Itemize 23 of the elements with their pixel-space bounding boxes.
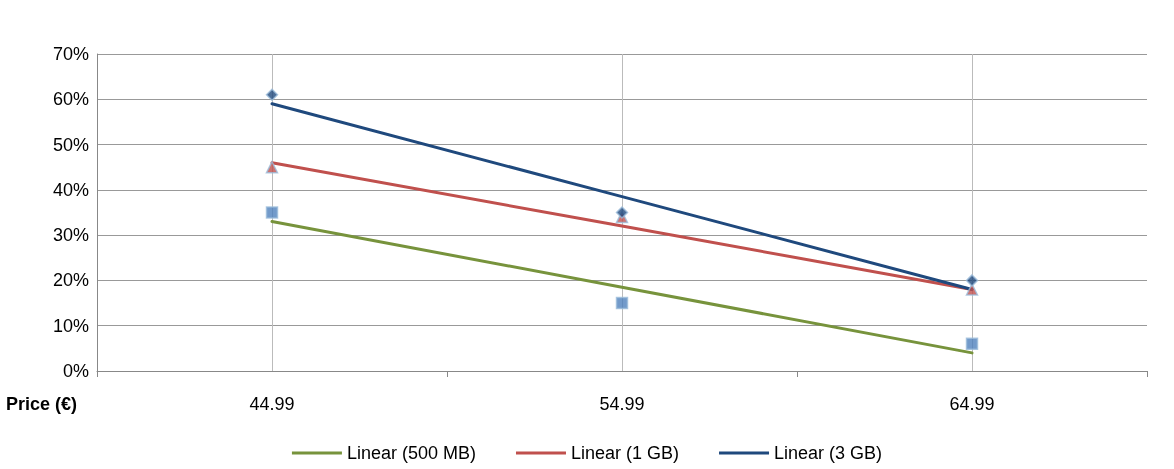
x-tick-label: 64.99 [949, 394, 995, 414]
y-tick-label: 50% [52, 134, 89, 155]
legend-label: Linear (1 GB) [570, 443, 680, 463]
x-axis-title: Price (€) [5, 394, 77, 414]
point [265, 160, 279, 174]
point [965, 337, 979, 351]
point [265, 206, 279, 219]
y-tick-label: 10% [52, 315, 89, 336]
y-tick-label: 70% [52, 44, 89, 64]
y-tick-label: 40% [52, 179, 89, 200]
point [965, 283, 979, 296]
x-tick-label: 54.99 [599, 394, 645, 414]
legend-label: Linear (500 MB) [346, 443, 476, 463]
point [965, 274, 979, 287]
y-tick-label: 20% [52, 270, 89, 291]
legend-label: Linear (3 GB) [774, 443, 883, 463]
x-tick-label: 44.99 [249, 394, 295, 414]
y-tick-label: 30% [52, 225, 89, 246]
point [265, 88, 279, 102]
y-tick-label: 60% [52, 89, 89, 110]
point [615, 296, 629, 310]
point [615, 206, 629, 219]
y-tick-label: 0% [62, 361, 89, 381]
